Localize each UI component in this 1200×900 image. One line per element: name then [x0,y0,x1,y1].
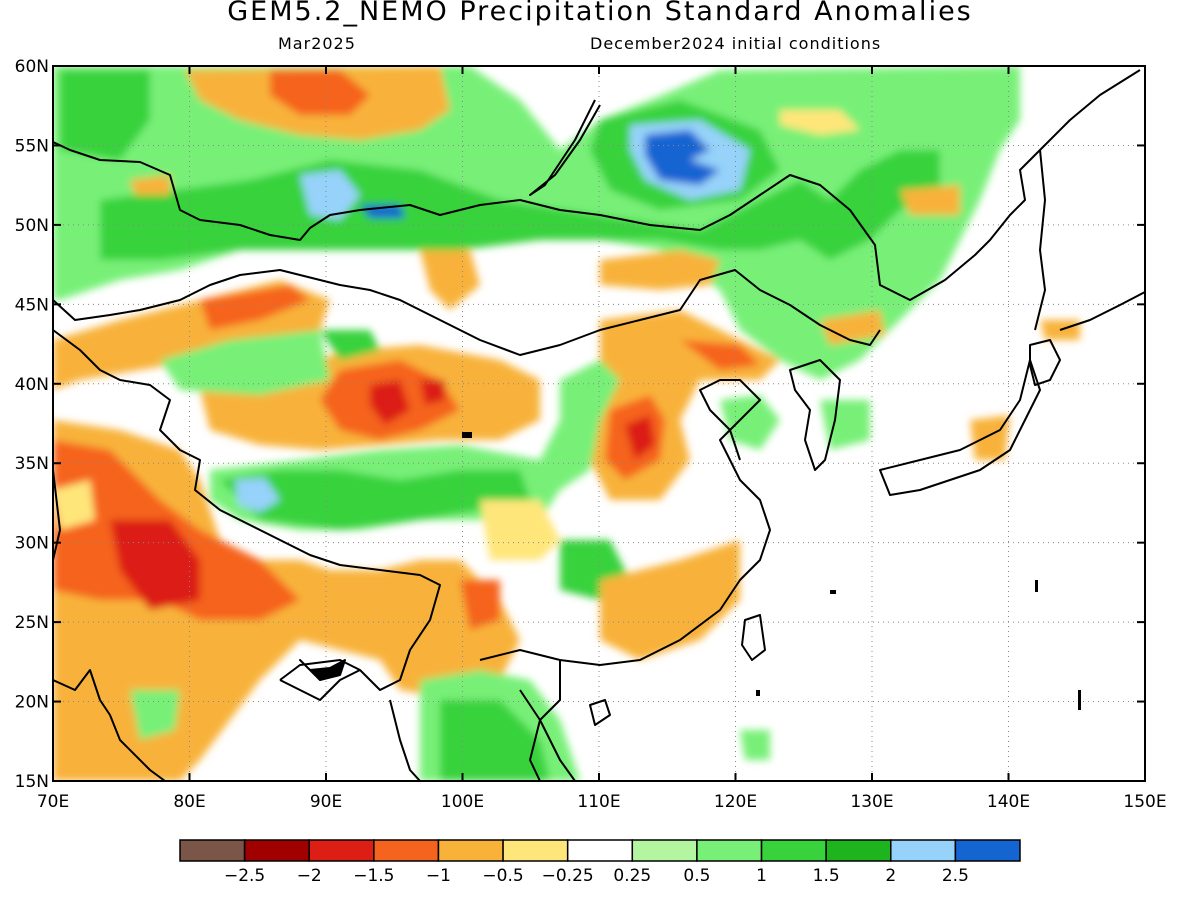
lat-tick-label: 25N [15,613,49,633]
colorbar-label: −2.5 [224,866,265,886]
colorbar-label: −0.25 [542,866,594,886]
lon-tick-label: 110E [577,792,620,812]
lat-tick-label: 15N [15,772,49,792]
lat-tick-label: 55N [15,136,49,156]
colorbar-label: 0.5 [683,866,710,886]
colorbar-label: 2.5 [942,866,969,886]
lon-tick-label: 70E [37,792,69,812]
colorbar-swatch [243,839,310,862]
lat-tick-label: 50N [15,216,49,236]
axis-ticks [52,65,1146,782]
init-conditions: December2024 initial conditions [590,34,882,53]
lon-tick-label: 120E [714,792,757,812]
latitude-labels: 60N 55N 50N 45N 40N 35N 30N 25N 20N 15N [15,57,49,792]
colorbar [179,839,1021,862]
longitude-labels: 70E 80E 90E 100E 110E 120E 130E 140E 150E [37,792,1167,812]
lon-tick-label: 150E [1123,792,1166,812]
colorbar-swatch [437,839,504,862]
colorbar-label: −2 [297,866,322,886]
valid-month: Mar2025 [278,34,356,53]
islands [462,432,1081,710]
colorbar-label: −0.5 [482,866,523,886]
lon-tick-label: 80E [173,792,205,812]
lon-tick-label: 130E [850,792,893,812]
colorbar-swatch [696,839,763,862]
map-title: GEM5.2_NEMO Precipitation Standard Anoma… [227,0,973,27]
colorbar-swatch [179,839,246,862]
lat-tick-label: 30N [15,534,49,554]
colorbar-swatch [502,839,569,862]
colorbar-swatch [890,839,957,862]
colorbar-swatch [954,839,1021,862]
colorbar-label: 0.25 [613,866,651,886]
colorbar-label: −1.5 [353,866,394,886]
colorbar-swatch [373,839,440,862]
lon-tick-label: 140E [987,792,1030,812]
lat-tick-label: 40N [15,375,49,395]
colorbar-swatch [308,839,375,862]
colorbar-label: 1 [756,866,767,886]
colorbar-label: 2 [885,866,896,886]
lat-tick-label: 20N [15,693,49,713]
colorbar-labels: −2.5 −2 −1.5 −1 −0.5 −0.25 0.25 0.5 1 1.5 2 2.5 [224,866,969,886]
anomaly-field [53,66,1145,781]
colorbar-swatch [760,839,827,862]
lat-tick-label: 35N [15,454,49,474]
lon-tick-label: 90E [310,792,342,812]
coastlines [53,69,1145,781]
colorbar-swatch [825,839,892,862]
colorbar-label: −1 [426,866,451,886]
lon-tick-label: 100E [441,792,484,812]
lat-tick-label: 45N [15,295,49,315]
colorbar-label: 1.5 [813,866,840,886]
lat-tick-label: 60N [15,57,49,77]
colorbar-swatch [566,839,634,862]
colorbar-swatch [631,839,698,862]
